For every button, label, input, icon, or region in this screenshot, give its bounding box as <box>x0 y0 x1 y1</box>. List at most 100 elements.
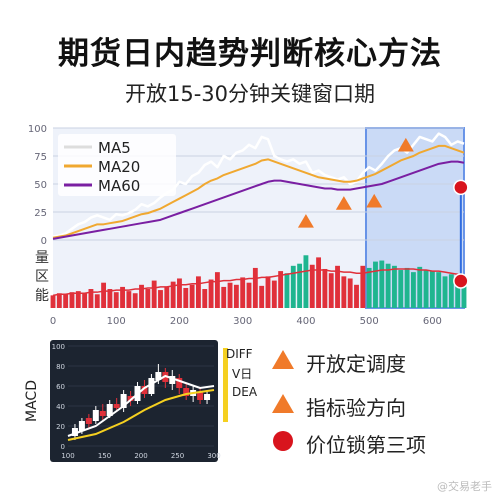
macd-x-tick-label: 150 <box>98 452 111 460</box>
main-y-tick-label: 75 <box>34 152 47 163</box>
series-line-ma60 <box>52 160 465 240</box>
macd-line-dea <box>67 389 215 441</box>
volume-bar <box>379 260 385 308</box>
candle-body <box>92 410 99 421</box>
candle-body <box>99 411 106 416</box>
page-subtitle: 开放15-30分钟关键窗口期 <box>124 82 376 106</box>
volume-bar <box>347 278 353 308</box>
volume-bar <box>69 292 75 308</box>
volume-bar <box>335 265 340 308</box>
volume-bar <box>410 272 416 308</box>
candle-body <box>78 421 85 431</box>
volume-bar <box>82 293 88 308</box>
candle-body <box>155 372 162 380</box>
volume-bar <box>417 266 423 308</box>
macd-x-tick-label: 200 <box>134 452 147 460</box>
volume-bar <box>196 276 201 308</box>
volume-bar <box>132 293 138 308</box>
volume-bar <box>113 292 119 308</box>
candle-body <box>148 378 155 394</box>
volume-bar <box>183 287 189 308</box>
volume-bar <box>139 284 144 308</box>
volume-bar <box>442 276 448 308</box>
volume-bar <box>328 273 334 308</box>
volume-bar <box>297 263 303 308</box>
main-x-tick-label: 200 <box>170 316 189 327</box>
top-triangle-marker <box>397 137 414 152</box>
macd-y-tick-label: 40 <box>56 403 65 411</box>
main-legend-label: MA60 <box>98 177 140 195</box>
macd-legend-diff: DIFF <box>226 347 253 361</box>
main-x-tick-label: 600 <box>423 316 442 327</box>
volume-bar <box>177 278 182 308</box>
legend-circle-icon <box>273 431 293 451</box>
volume-bar <box>284 273 290 308</box>
volume-bar <box>448 274 454 308</box>
legend-item-1: 开放定调度 <box>306 352 406 376</box>
up-triangle-marker <box>297 214 314 228</box>
volume-bar <box>271 280 277 308</box>
volume-bar <box>385 263 391 308</box>
volume-bar <box>322 268 328 308</box>
legend-triangle-icon <box>272 394 294 413</box>
volume-bar <box>214 272 220 308</box>
volume-bar <box>107 289 113 308</box>
watermark: @交易老手 <box>437 480 492 493</box>
candle-body <box>71 428 78 436</box>
candle-body <box>127 396 134 401</box>
volume-bar <box>208 279 214 308</box>
main-y-tick-label: 25 <box>34 208 47 219</box>
volume-bar <box>392 265 397 308</box>
volume-bar <box>56 293 62 308</box>
macd-legend-mid: V日 <box>232 367 252 381</box>
volume-bar <box>120 286 125 308</box>
red-dot-marker <box>453 273 469 289</box>
volume-bar <box>398 270 404 308</box>
macd-x-tick-label: 300 <box>207 452 220 460</box>
volume-bar <box>354 284 359 308</box>
macd-x-tick-label: 100 <box>61 452 74 460</box>
macd-y-tick-label: 0 <box>61 443 65 451</box>
series-line-ma20 <box>52 144 465 239</box>
candle-body <box>204 394 211 400</box>
macd-y-tick-label: 80 <box>56 363 65 371</box>
volume-bar <box>309 264 315 308</box>
volume-bar <box>290 265 296 308</box>
candle-body <box>106 404 113 416</box>
volume-bar <box>227 282 233 308</box>
volume-bar <box>221 286 227 308</box>
volume-bar <box>189 284 195 308</box>
up-triangle-marker <box>335 196 352 210</box>
volume-bar <box>170 281 176 308</box>
volume-bar <box>429 271 435 308</box>
red-dot-marker <box>453 179 469 196</box>
main-legend-label: MA20 <box>98 158 140 176</box>
macd-y-tick-label: 20 <box>56 423 65 431</box>
volume-bar <box>259 285 265 308</box>
volume-bar <box>63 294 69 308</box>
volume-bar <box>151 280 157 308</box>
main-y-tick-label: 0 <box>41 236 47 247</box>
volume-bar <box>246 282 252 308</box>
macd-line-diff <box>67 374 215 437</box>
main-y-tick-label: 100 <box>28 124 47 135</box>
volume-bar <box>50 295 56 308</box>
candle-body <box>176 378 183 388</box>
volume-bar <box>278 271 284 308</box>
volume-bar <box>316 257 321 308</box>
volume-bar <box>436 272 442 308</box>
candle-body <box>141 386 148 394</box>
main-legend-label: MA5 <box>98 139 131 157</box>
volume-bar <box>461 281 467 308</box>
macd-y-axis-label: MACD <box>24 380 40 422</box>
volume-bar <box>126 291 132 308</box>
series-line-ma5 <box>52 132 465 238</box>
candle-body <box>85 418 92 424</box>
volume-axis-label: 能 <box>35 288 49 304</box>
volume-bar <box>75 291 81 308</box>
volume-bar <box>233 284 239 308</box>
legend-item-2: 指标验方向 <box>306 396 406 420</box>
volume-bar <box>373 261 378 308</box>
candle-body <box>183 388 190 396</box>
